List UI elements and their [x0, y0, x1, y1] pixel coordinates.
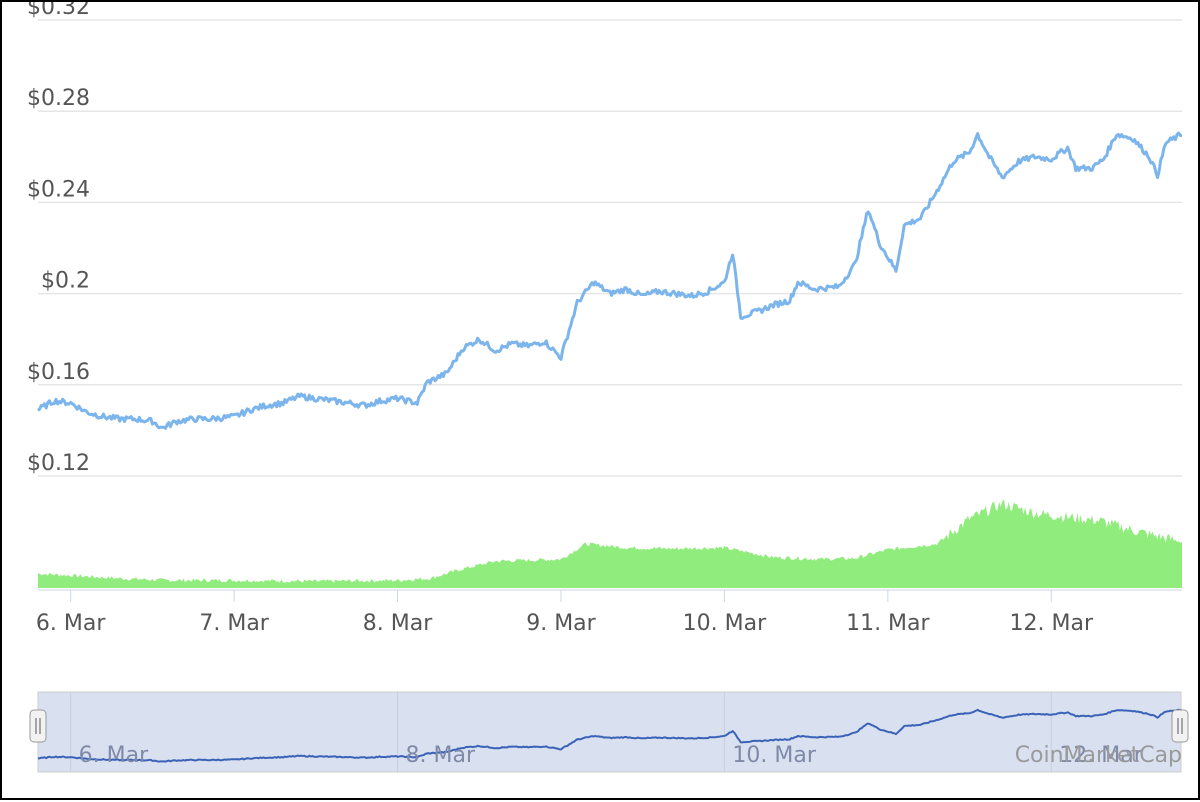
x-tick-label: 12. Mar: [1010, 611, 1094, 636]
navigator-tick-label: 10. Mar: [732, 743, 816, 768]
y-tick-label: $0.32: [27, 2, 90, 20]
gridlines: [38, 19, 1182, 477]
volume-area-series: [38, 499, 1182, 588]
y-tick-label: $0.28: [27, 86, 90, 111]
navigator-series: [37, 708, 1182, 763]
y-axis-ticks: $0.32 $0.28 $0.24 $0.2 $0.16 $0.12: [27, 0, 90, 476]
x-tick-label: 9. Mar: [526, 611, 596, 636]
price-line: [37, 131, 1183, 430]
volume-area: [38, 499, 1182, 588]
price-line-series: [37, 131, 1183, 430]
navigator-tick-label: 12. Mar: [1059, 743, 1143, 768]
navigator-left-handle[interactable]: [29, 709, 47, 743]
y-tick-label: $0.2: [41, 269, 90, 294]
x-tick-label: 7. Mar: [199, 611, 269, 636]
watermark-text: CoinMarketCap: [1015, 743, 1182, 768]
y-tick-label: $0.16: [27, 360, 90, 385]
y-tick-label: $0.12: [27, 451, 90, 476]
navigator[interactable]: 6. Mar 8. Mar 10. Mar 12. Mar CoinMarketCap: [29, 691, 1189, 773]
navigator-tick-label: 8. Mar: [406, 743, 476, 768]
x-tick-label: 8. Mar: [363, 611, 433, 636]
navigator-line: [37, 708, 1182, 763]
y-tick-label: $0.24: [27, 177, 90, 202]
x-tick-label: 11. Mar: [846, 611, 930, 636]
navigator-gridlines: [70, 692, 1052, 772]
navigator-ticks: 6. Mar 8. Mar 10. Mar 12. Mar: [79, 743, 1144, 768]
navigator-right-handle[interactable]: [1171, 709, 1189, 743]
x-axis-ticks: 6. Mar 7. Mar 8. Mar 9. Mar 10. Mar 11. Mar 12…: [36, 590, 1094, 636]
navigator-tick-label: 6. Mar: [79, 743, 149, 768]
x-tick-label: 10. Mar: [683, 611, 767, 636]
x-tick-label: 6. Mar: [36, 611, 106, 636]
